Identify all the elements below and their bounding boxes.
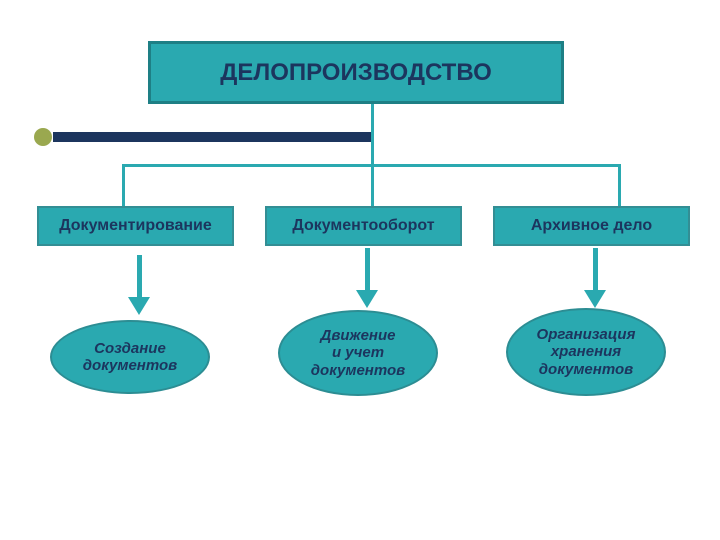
root-label: ДЕЛОПРОИЗВОДСТВО	[220, 59, 492, 87]
arrow-0	[128, 255, 150, 315]
connector-drop-right	[618, 164, 621, 206]
underline-bar	[53, 132, 373, 142]
child-node-1: Документооборот	[265, 206, 462, 246]
connector-stem-top	[371, 104, 374, 164]
connector-drop-mid	[371, 164, 374, 206]
arrow-1	[356, 248, 378, 308]
child-node-0: Документирование	[37, 206, 234, 246]
ellipse-label-1: Движение и учет документов	[311, 327, 405, 379]
ellipse-node-0: Создание документов	[50, 320, 210, 394]
connector-drop-left	[122, 164, 125, 206]
ellipse-node-1: Движение и учет документов	[278, 310, 438, 396]
child-label-0: Документирование	[59, 217, 212, 235]
ellipse-label-0: Создание документов	[83, 340, 177, 375]
child-node-2: Архивное дело	[493, 206, 690, 246]
root-node: ДЕЛОПРОИЗВОДСТВО	[148, 41, 564, 104]
bullet-marker	[34, 128, 52, 146]
ellipse-label-2: Организация хранения документов	[537, 326, 636, 378]
arrow-2	[584, 248, 606, 308]
ellipse-node-2: Организация хранения документов	[506, 308, 666, 396]
child-label-1: Документооборот	[292, 217, 434, 235]
child-label-2: Архивное дело	[531, 217, 652, 235]
